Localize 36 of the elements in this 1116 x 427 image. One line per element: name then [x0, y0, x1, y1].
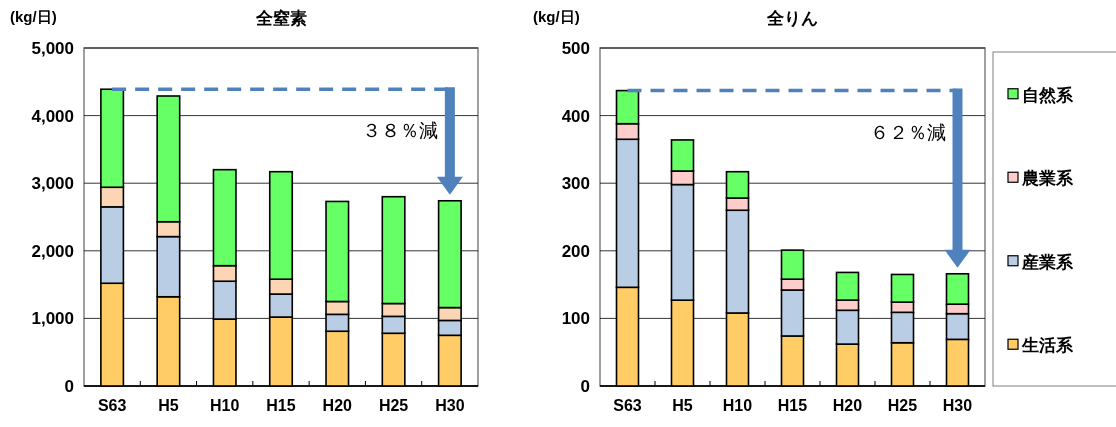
- y-tick-label: 300: [561, 174, 590, 194]
- chart-title: 全りん: [766, 9, 818, 28]
- x-tick-label: H10: [210, 397, 240, 414]
- y-tick-label: 400: [561, 106, 590, 126]
- y-tick-label: 200: [561, 241, 590, 261]
- x-tick-label: H25: [887, 397, 918, 414]
- y-tick-label: 0: [580, 377, 590, 396]
- x-tick-label: H10: [722, 397, 753, 414]
- y-tick-label: 0: [64, 377, 74, 396]
- x-tick-label: H30: [942, 397, 973, 414]
- x-tick-label: S63: [613, 397, 642, 414]
- legend-label: 産業系: [1021, 252, 1074, 272]
- ref-line-label: ６２％減: [869, 121, 946, 143]
- legend-label: 生活系: [1021, 336, 1074, 356]
- legend-label: 農業系: [1021, 169, 1074, 189]
- chart-title: 全窒素: [254, 9, 307, 28]
- y-tick-label: 2,000: [31, 241, 74, 261]
- ref-line-label: ３８％減: [361, 120, 438, 142]
- x-tick-label: H5: [672, 397, 693, 414]
- y-axis-title: (kg/日): [10, 8, 57, 25]
- y-tick-label: 500: [561, 39, 590, 58]
- x-tick-label: H20: [832, 397, 863, 414]
- y-tick-label: 4,000: [31, 106, 74, 126]
- x-tick-label: H5: [158, 397, 179, 414]
- legend-label: 自然系: [1022, 85, 1074, 105]
- x-tick-label: H30: [435, 397, 465, 414]
- y-tick-label: 3,000: [31, 174, 74, 194]
- x-tick-label: S63: [97, 397, 127, 414]
- y-axis-title: (kg/日): [533, 8, 580, 25]
- x-tick-label: H25: [378, 397, 409, 414]
- x-tick-label: H20: [322, 397, 353, 414]
- x-tick-label: H15: [777, 397, 808, 414]
- y-tick-label: 5,000: [31, 39, 74, 58]
- y-tick-label: 100: [561, 309, 590, 329]
- y-tick-label: 1,000: [31, 309, 74, 329]
- x-tick-label: H15: [266, 397, 296, 414]
